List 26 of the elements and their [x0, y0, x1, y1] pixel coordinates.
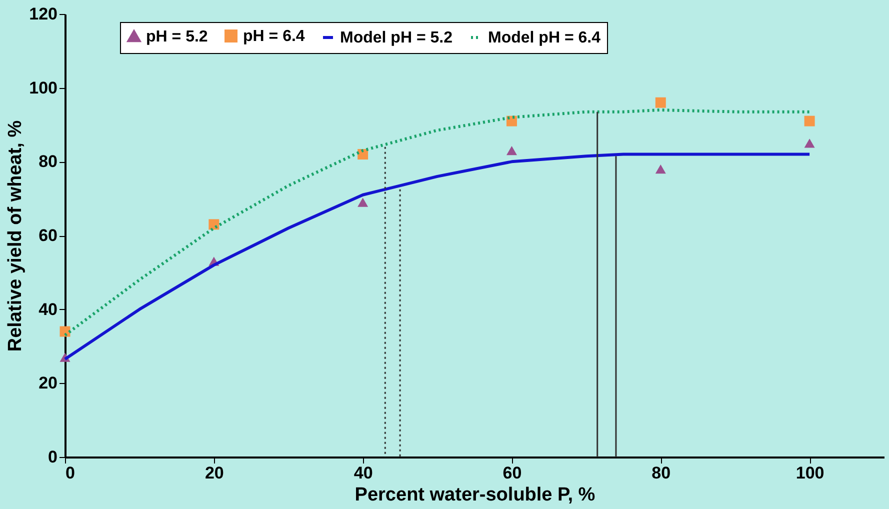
y-tick-label: 20	[38, 374, 58, 393]
point	[804, 138, 815, 148]
y-axis-title: Relative yield of wheat, %	[5, 120, 26, 352]
point	[506, 146, 517, 156]
legend-label: pH = 6.4	[243, 28, 305, 45]
point	[208, 219, 220, 230]
x-tick-label: 80	[652, 464, 671, 482]
x-tick-label: 0	[66, 464, 75, 482]
legend-label: Model pH = 5.2	[340, 30, 453, 46]
y-tick-label: 80	[38, 152, 58, 172]
y-tick-label: 100	[29, 78, 58, 98]
x-axis-title: Percent water-soluble P, %	[354, 484, 596, 506]
x-tick-label: 40	[354, 464, 373, 482]
y-tick-label: 120	[29, 4, 58, 24]
legend-label: Model pH = 6.4	[488, 30, 601, 46]
point	[804, 116, 815, 126]
point	[655, 97, 666, 108]
legend-label: pH = 5.2	[146, 28, 208, 46]
x-tick-label: 100	[796, 464, 824, 482]
y-tick-label: 0	[48, 448, 58, 466]
point	[358, 198, 368, 207]
point	[655, 164, 666, 174]
x-tick-label: 60	[502, 464, 522, 482]
x-tick-label: 20	[204, 464, 224, 482]
y-tick-label: 40	[38, 300, 58, 319]
y-tick-label: 60	[38, 226, 58, 245]
